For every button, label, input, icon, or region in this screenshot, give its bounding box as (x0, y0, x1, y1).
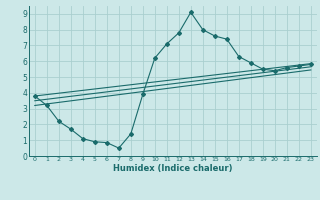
X-axis label: Humidex (Indice chaleur): Humidex (Indice chaleur) (113, 164, 233, 173)
